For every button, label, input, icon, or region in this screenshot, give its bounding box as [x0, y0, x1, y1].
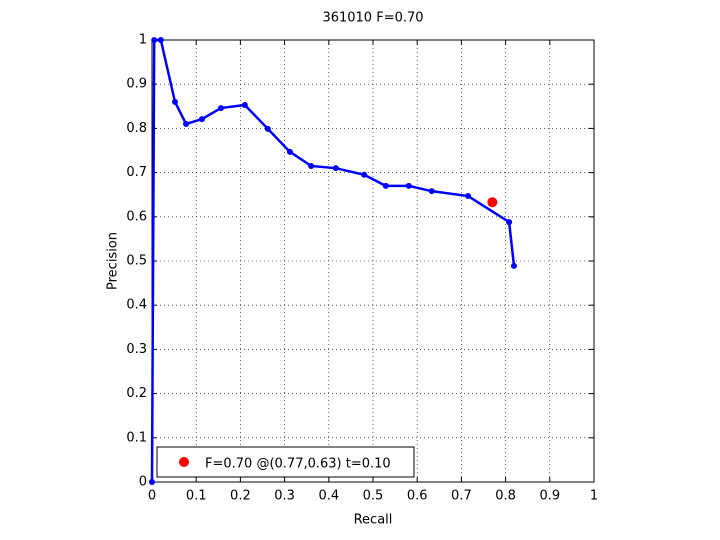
point: [382, 182, 389, 189]
y-tick-label: 0.9: [126, 77, 147, 92]
point: [241, 101, 248, 108]
point: [198, 116, 205, 123]
y-tick-label: 0.1: [126, 430, 147, 445]
x-tick-label: 0.1: [186, 489, 207, 504]
y-tick-label: 0.4: [126, 298, 147, 313]
point: [149, 479, 155, 485]
y-tick-label: 0.5: [126, 254, 147, 269]
point: [308, 162, 315, 169]
legend-marker: [179, 457, 189, 467]
y-tick-label: 0.8: [126, 121, 147, 136]
point: [428, 188, 435, 195]
y-tick-label: 0.6: [126, 209, 147, 224]
x-tick-label: 0: [148, 489, 156, 504]
x-tick-label: 0.8: [495, 489, 516, 504]
x-tick-label: 0.7: [451, 489, 472, 504]
point: [332, 165, 339, 172]
point: [286, 148, 293, 155]
chart-title: 361010 F=0.70: [322, 11, 423, 26]
y-tick-label: 1: [139, 33, 147, 48]
x-tick-label: 0.4: [318, 489, 339, 504]
y-tick-label: 0: [139, 475, 147, 490]
point: [171, 98, 178, 105]
y-tick-label: 0.3: [126, 342, 147, 357]
point: [264, 125, 271, 132]
x-tick-label: 0.3: [274, 489, 295, 504]
y-tick-label: 0.2: [126, 386, 147, 401]
x-tick-label: 0.2: [230, 489, 251, 504]
legend-label: F=0.70 @(0.77,0.63) t=0.10: [205, 457, 391, 472]
point: [183, 120, 190, 127]
y-tick-label: 0.7: [126, 165, 147, 180]
point: [217, 105, 224, 112]
x-tick-label: 0.6: [407, 489, 428, 504]
point: [405, 182, 412, 189]
point: [361, 171, 368, 178]
x-axis-label: Recall: [354, 513, 393, 528]
point: [487, 197, 498, 208]
point: [157, 37, 164, 43]
point: [465, 193, 472, 200]
y-axis-label: Precision: [106, 232, 121, 290]
point: [506, 219, 513, 226]
x-tick-label: 0.5: [363, 489, 384, 504]
point: [151, 37, 158, 43]
point: [510, 262, 517, 269]
x-tick-label: 1: [590, 489, 598, 504]
legend-box: [156, 446, 415, 478]
x-tick-label: 0.9: [539, 489, 560, 504]
